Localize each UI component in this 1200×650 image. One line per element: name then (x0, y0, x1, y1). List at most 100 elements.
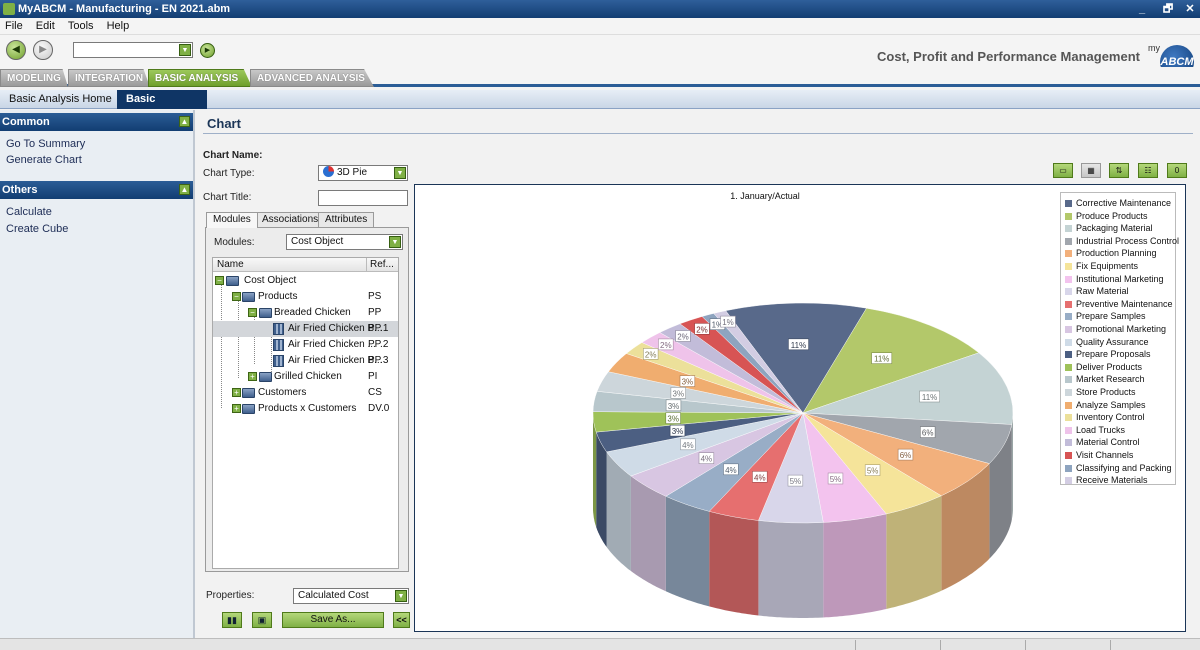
chevron-down-icon[interactable]: ▼ (394, 167, 406, 179)
minimize-icon[interactable]: _ (1138, 3, 1146, 15)
chart-sort-button[interactable]: ⇅ (1109, 163, 1129, 178)
collapse-icon[interactable]: − (215, 276, 224, 285)
tree-row[interactable]: Air Fried Chicken B... PP.3 (213, 353, 398, 369)
expand-icon[interactable]: + (232, 404, 241, 413)
properties-select[interactable]: Calculated Cost ▼ (293, 588, 409, 604)
pie-slice-0[interactable] (725, 302, 867, 414)
legend-item: Market Research (1061, 373, 1177, 385)
subnav-basic-analysis[interactable]: Basic Analysis (117, 90, 207, 124)
sidebar-section-common[interactable]: Common ▲ (0, 113, 193, 131)
pie-data-label: 3% (665, 399, 682, 412)
tab-associations[interactable]: Associations (255, 212, 326, 227)
tagline: Cost, Profit and Performance Management (877, 49, 1140, 64)
sidebar-section-others[interactable]: Others ▲ (0, 181, 193, 199)
collapse-panel-button[interactable]: << (393, 612, 410, 628)
pie-data-label-text: 2% (660, 341, 672, 350)
floppy-icon: ▣ (257, 615, 267, 625)
tree-item-ref: PS (368, 291, 382, 302)
save-as-button[interactable]: Save As... (282, 612, 384, 628)
menu-tools[interactable]: Tools (67, 20, 94, 32)
legend-swatch (1065, 439, 1072, 447)
legend-label: Inventory Control (1076, 412, 1145, 423)
pie-data-label-text: 11% (922, 393, 937, 402)
chart-table-button[interactable]: ▦ (1081, 163, 1101, 178)
back-button[interactable]: ◀ (6, 40, 26, 60)
chart-legend-button[interactable]: ☷ (1138, 163, 1158, 178)
go-button[interactable]: ▶ (200, 43, 215, 58)
tab-modules[interactable]: Modules (206, 212, 258, 228)
tree-row[interactable]: Air Fried Chicken B... PP.1 (213, 321, 398, 337)
status-divider (940, 640, 941, 650)
tree-row[interactable]: + Customers CS (213, 385, 398, 401)
column-header-ref[interactable]: Ref... (366, 258, 394, 272)
menu-help[interactable]: Help (106, 20, 130, 32)
collapse-icon[interactable]: − (248, 308, 257, 317)
restore-icon[interactable]: 🗗 (1162, 3, 1174, 15)
collapse-icon[interactable]: ▲ (179, 116, 190, 127)
expand-icon[interactable]: + (232, 388, 241, 397)
pie-slice-22[interactable] (713, 310, 804, 414)
sidebar-item-create-cube[interactable]: Create Cube (6, 223, 69, 235)
save-button[interactable]: ▣ (252, 612, 272, 628)
tab-attributes[interactable]: Attributes (318, 212, 375, 227)
legend-item: Raw Material (1061, 285, 1177, 297)
sidebar-item-go-to-summary[interactable]: Go To Summary (6, 138, 86, 150)
chevron-down-icon[interactable]: ▼ (395, 590, 407, 602)
close-icon[interactable]: ✕ (1185, 3, 1195, 15)
modules-select[interactable]: Cost Object ▼ (286, 234, 403, 250)
expand-icon[interactable]: + (248, 372, 257, 381)
legend-label: Produce Products (1076, 210, 1148, 221)
tab-modeling[interactable]: MODELING (0, 69, 68, 87)
pie-data-label-box (665, 399, 682, 412)
tree-item-ref: CS (368, 387, 382, 398)
tree-row[interactable]: Air Fried Chicken ... PP.2 (213, 337, 398, 353)
tree-item-label: Cost Object (244, 275, 297, 286)
collapse-icon[interactable]: ▲ (179, 184, 190, 195)
chart-type-select[interactable]: 3D Pie ▼ (318, 165, 408, 181)
chart-name-label: Chart Name: (203, 150, 263, 161)
tree-row[interactable]: + Grilled Chicken PI (213, 369, 398, 385)
subnav-basic-analysis-home[interactable]: Basic Analysis Home (9, 93, 112, 105)
legend-label: Load Trucks (1076, 424, 1126, 435)
location-dropdown[interactable]: ▼ (73, 42, 193, 58)
tree-row[interactable]: + Products x Customers DV.0 (213, 401, 398, 417)
pie-data-label-text: 3% (667, 415, 679, 424)
pie-side-9 (665, 496, 710, 607)
tree-row[interactable]: − Cost Object (213, 273, 398, 289)
chart-title-input[interactable] (318, 190, 408, 206)
menu-file[interactable]: File (5, 20, 23, 32)
chart-options-button[interactable]: ▮▮ (222, 612, 242, 628)
properties-label: Properties: (206, 590, 255, 601)
chevron-down-icon[interactable]: ▼ (179, 44, 191, 56)
collapse-icon[interactable]: − (232, 292, 241, 301)
tab-integration[interactable]: INTEGRATION (68, 69, 150, 87)
pie-side-6 (823, 514, 887, 618)
tree-item-label: Grilled Chicken (274, 371, 342, 382)
chart-view-button[interactable]: ▭ (1053, 163, 1073, 178)
forward-button[interactable]: ▶ (33, 40, 53, 60)
cube-icon (273, 339, 284, 351)
legend-swatch (1065, 389, 1072, 396)
menu-edit[interactable]: Edit (35, 20, 55, 32)
window-icon: ▭ (1059, 166, 1067, 175)
tree-row[interactable]: − Products PS (213, 289, 398, 305)
pie-slice-2[interactable] (802, 352, 1014, 425)
tree-item-label: Air Fried Chicken ... (288, 339, 376, 350)
chart-area: 1. January/Actual 11% 11% 11% 6% 6% 5% 5% 5% 4% 4… (414, 184, 1186, 632)
tab-basic-analysis[interactable]: BASIC ANALYSIS (148, 69, 252, 87)
pie-side-3 (989, 424, 1012, 559)
sidebar-item-generate-chart[interactable]: Generate Chart (6, 154, 82, 166)
modules-label: Modules: (214, 237, 255, 248)
pie-data-label: 6% (919, 426, 936, 438)
chart-zero-button[interactable]: 0 (1167, 163, 1187, 178)
tab-advanced-analysis[interactable]: ADVANCED ANALYSIS (250, 69, 374, 87)
legend-swatch (1065, 338, 1072, 346)
status-divider (855, 640, 856, 650)
pie-data-label-text: 4% (701, 455, 713, 464)
sidebar-item-calculate[interactable]: Calculate (6, 206, 52, 218)
column-header-name[interactable]: Name (217, 259, 244, 270)
tree-row[interactable]: − Breaded Chicken PP (213, 305, 398, 321)
chevron-down-icon[interactable]: ▼ (389, 236, 401, 248)
pie-data-label: 5% (827, 472, 844, 485)
pie-data-label-box (827, 472, 844, 485)
